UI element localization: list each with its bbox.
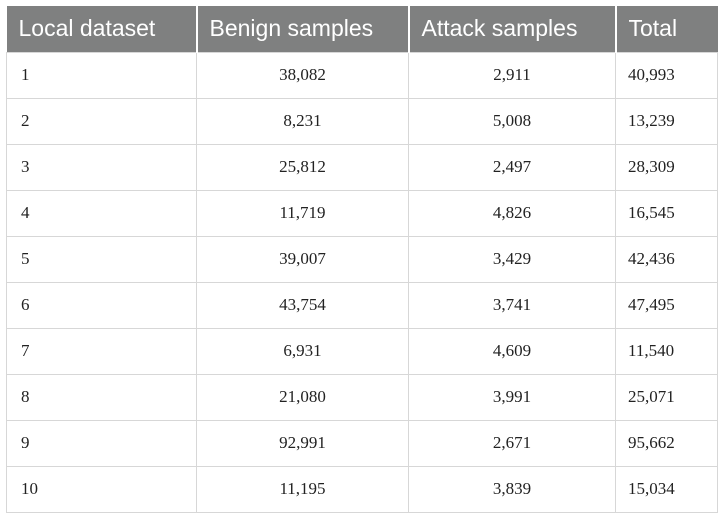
cell-attack-samples: 3,991 xyxy=(408,373,616,421)
cell-local-dataset: 5 xyxy=(6,235,197,283)
cell-local-dataset: 4 xyxy=(6,189,197,237)
cell-total: 42,436 xyxy=(615,235,718,283)
cell-total: 15,034 xyxy=(615,465,718,513)
cell-local-dataset: 7 xyxy=(6,327,197,375)
cell-total: 28,309 xyxy=(615,143,718,191)
cell-local-dataset: 1 xyxy=(6,51,197,99)
cell-total: 25,071 xyxy=(615,373,718,421)
dataset-table-container: Local dataset Benign samples Attack samp… xyxy=(6,6,718,513)
table-body: 1 38,082 2,911 40,993 2 8,231 5,008 13,2… xyxy=(6,51,718,513)
cell-local-dataset: 8 xyxy=(6,373,197,421)
table-row: 10 11,195 3,839 15,034 xyxy=(6,465,718,513)
table-row: 9 92,991 2,671 95,662 xyxy=(6,419,718,467)
dataset-table: Local dataset Benign samples Attack samp… xyxy=(6,6,718,513)
cell-attack-samples: 3,429 xyxy=(408,235,616,283)
cell-attack-samples: 4,609 xyxy=(408,327,616,375)
table-row: 7 6,931 4,609 11,540 xyxy=(6,327,718,375)
cell-total: 95,662 xyxy=(615,419,718,467)
cell-local-dataset: 6 xyxy=(6,281,197,329)
cell-local-dataset: 10 xyxy=(6,465,197,513)
cell-total: 16,545 xyxy=(615,189,718,237)
table-header: Local dataset Benign samples Attack samp… xyxy=(6,6,718,52)
header-local-dataset: Local dataset xyxy=(6,6,198,52)
cell-benign-samples: 38,082 xyxy=(196,51,409,99)
cell-attack-samples: 2,497 xyxy=(408,143,616,191)
cell-attack-samples: 4,826 xyxy=(408,189,616,237)
cell-benign-samples: 11,195 xyxy=(196,465,409,513)
cell-attack-samples: 3,741 xyxy=(408,281,616,329)
table-row: 4 11,719 4,826 16,545 xyxy=(6,189,718,237)
header-total: Total xyxy=(615,6,718,52)
cell-local-dataset: 9 xyxy=(6,419,197,467)
cell-benign-samples: 8,231 xyxy=(196,97,409,145)
cell-attack-samples: 5,008 xyxy=(408,97,616,145)
cell-total: 13,239 xyxy=(615,97,718,145)
cell-total: 11,540 xyxy=(615,327,718,375)
cell-local-dataset: 2 xyxy=(6,97,197,145)
cell-attack-samples: 2,671 xyxy=(408,419,616,467)
cell-benign-samples: 6,931 xyxy=(196,327,409,375)
cell-attack-samples: 3,839 xyxy=(408,465,616,513)
header-attack-samples: Attack samples xyxy=(408,6,617,52)
header-benign-samples: Benign samples xyxy=(196,6,410,52)
cell-local-dataset: 3 xyxy=(6,143,197,191)
cell-benign-samples: 43,754 xyxy=(196,281,409,329)
table-row: 3 25,812 2,497 28,309 xyxy=(6,143,718,191)
table-row: 8 21,080 3,991 25,071 xyxy=(6,373,718,421)
table-row: 2 8,231 5,008 13,239 xyxy=(6,97,718,145)
cell-total: 47,495 xyxy=(615,281,718,329)
table-row: 1 38,082 2,911 40,993 xyxy=(6,51,718,99)
cell-benign-samples: 92,991 xyxy=(196,419,409,467)
table-row: 5 39,007 3,429 42,436 xyxy=(6,235,718,283)
cell-total: 40,993 xyxy=(615,51,718,99)
cell-benign-samples: 39,007 xyxy=(196,235,409,283)
table-row: 6 43,754 3,741 47,495 xyxy=(6,281,718,329)
cell-benign-samples: 25,812 xyxy=(196,143,409,191)
cell-benign-samples: 21,080 xyxy=(196,373,409,421)
cell-benign-samples: 11,719 xyxy=(196,189,409,237)
header-row: Local dataset Benign samples Attack samp… xyxy=(6,6,718,52)
cell-attack-samples: 2,911 xyxy=(408,51,616,99)
